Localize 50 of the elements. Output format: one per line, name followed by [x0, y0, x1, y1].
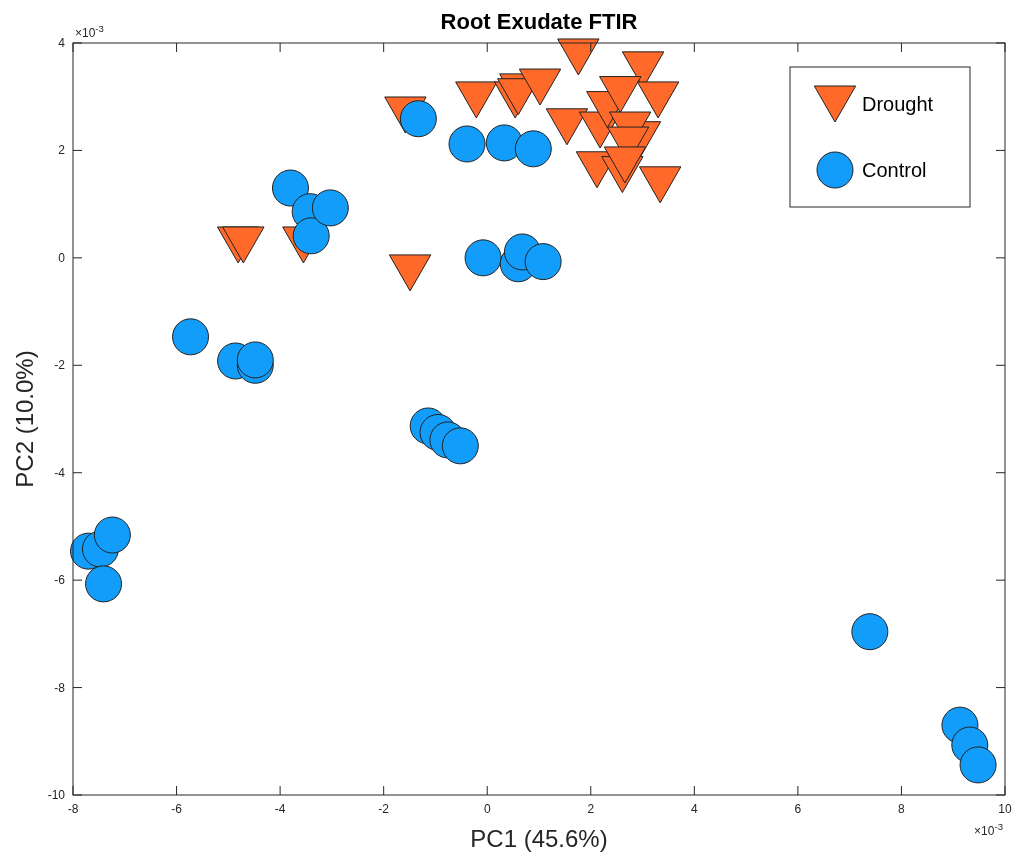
legend-label: Control: [862, 159, 927, 181]
y-axis-title: PC2 (10.0%): [11, 350, 38, 488]
point: [485, 124, 523, 162]
point: [455, 81, 498, 119]
point: [441, 427, 479, 465]
x-tick-label: -8: [67, 802, 79, 816]
x-tick-label: 6: [794, 802, 802, 816]
x-axis-title: PC1 (45.6%): [470, 825, 608, 852]
y-tick-label: 4: [58, 36, 66, 50]
text: ×10$^{-3}$: [974, 820, 1003, 838]
point: [518, 68, 562, 106]
point: [93, 516, 131, 554]
point: [292, 217, 330, 255]
point: [524, 243, 562, 281]
text: ×10$^{-3}$: [75, 22, 104, 40]
x-tick-label: 4: [690, 802, 698, 816]
point: [557, 38, 600, 76]
point: [271, 169, 309, 207]
legend-label: Drought: [862, 93, 934, 115]
x-tick-label: 2: [587, 802, 595, 816]
point: [959, 746, 997, 784]
point: [388, 254, 432, 292]
point: [514, 130, 552, 168]
y-tick-label: 2: [58, 143, 66, 158]
point: [399, 100, 437, 138]
x-tick-label: 10: [998, 802, 1012, 816]
y-tick-label: -2: [54, 358, 66, 373]
x-tick-label: -6: [171, 802, 183, 816]
y-tick-label: -4: [54, 465, 66, 480]
point: [222, 226, 265, 264]
point: [603, 146, 647, 184]
point: [638, 166, 682, 204]
point: [599, 76, 642, 114]
point: [448, 125, 486, 163]
x-tick-label: 8: [898, 802, 906, 816]
y-tick-label: -8: [54, 680, 66, 695]
point: [636, 81, 680, 119]
y-tick-label: -6: [54, 573, 66, 588]
x-tick-label: -2: [378, 802, 390, 816]
point: [545, 108, 589, 146]
x-tick-label: -4: [274, 802, 286, 816]
y-tick-label: 0: [58, 250, 66, 265]
point: [311, 189, 349, 227]
y-tick-label: -10: [47, 788, 66, 802]
point: [85, 565, 123, 603]
x-tick-label: 0: [483, 802, 491, 816]
point: [172, 318, 210, 356]
chart-title: Root Exudate FTIR: [440, 9, 638, 34]
point: [851, 613, 889, 651]
point: [464, 239, 502, 277]
